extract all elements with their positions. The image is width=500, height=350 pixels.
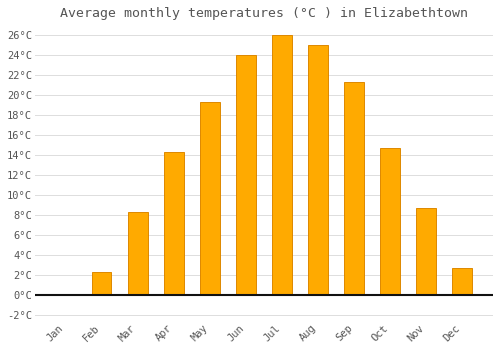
Bar	[380, 148, 400, 295]
Bar	[272, 35, 292, 295]
Bar	[164, 152, 184, 295]
Bar	[200, 102, 220, 295]
Bar	[344, 82, 364, 295]
Bar	[452, 268, 472, 295]
Title: Average monthly temperatures (°C ) in Elizabethtown: Average monthly temperatures (°C ) in El…	[60, 7, 468, 20]
Bar	[308, 45, 328, 295]
Bar	[92, 272, 112, 295]
Bar	[236, 55, 256, 295]
Bar	[416, 208, 436, 295]
Bar	[128, 212, 148, 295]
